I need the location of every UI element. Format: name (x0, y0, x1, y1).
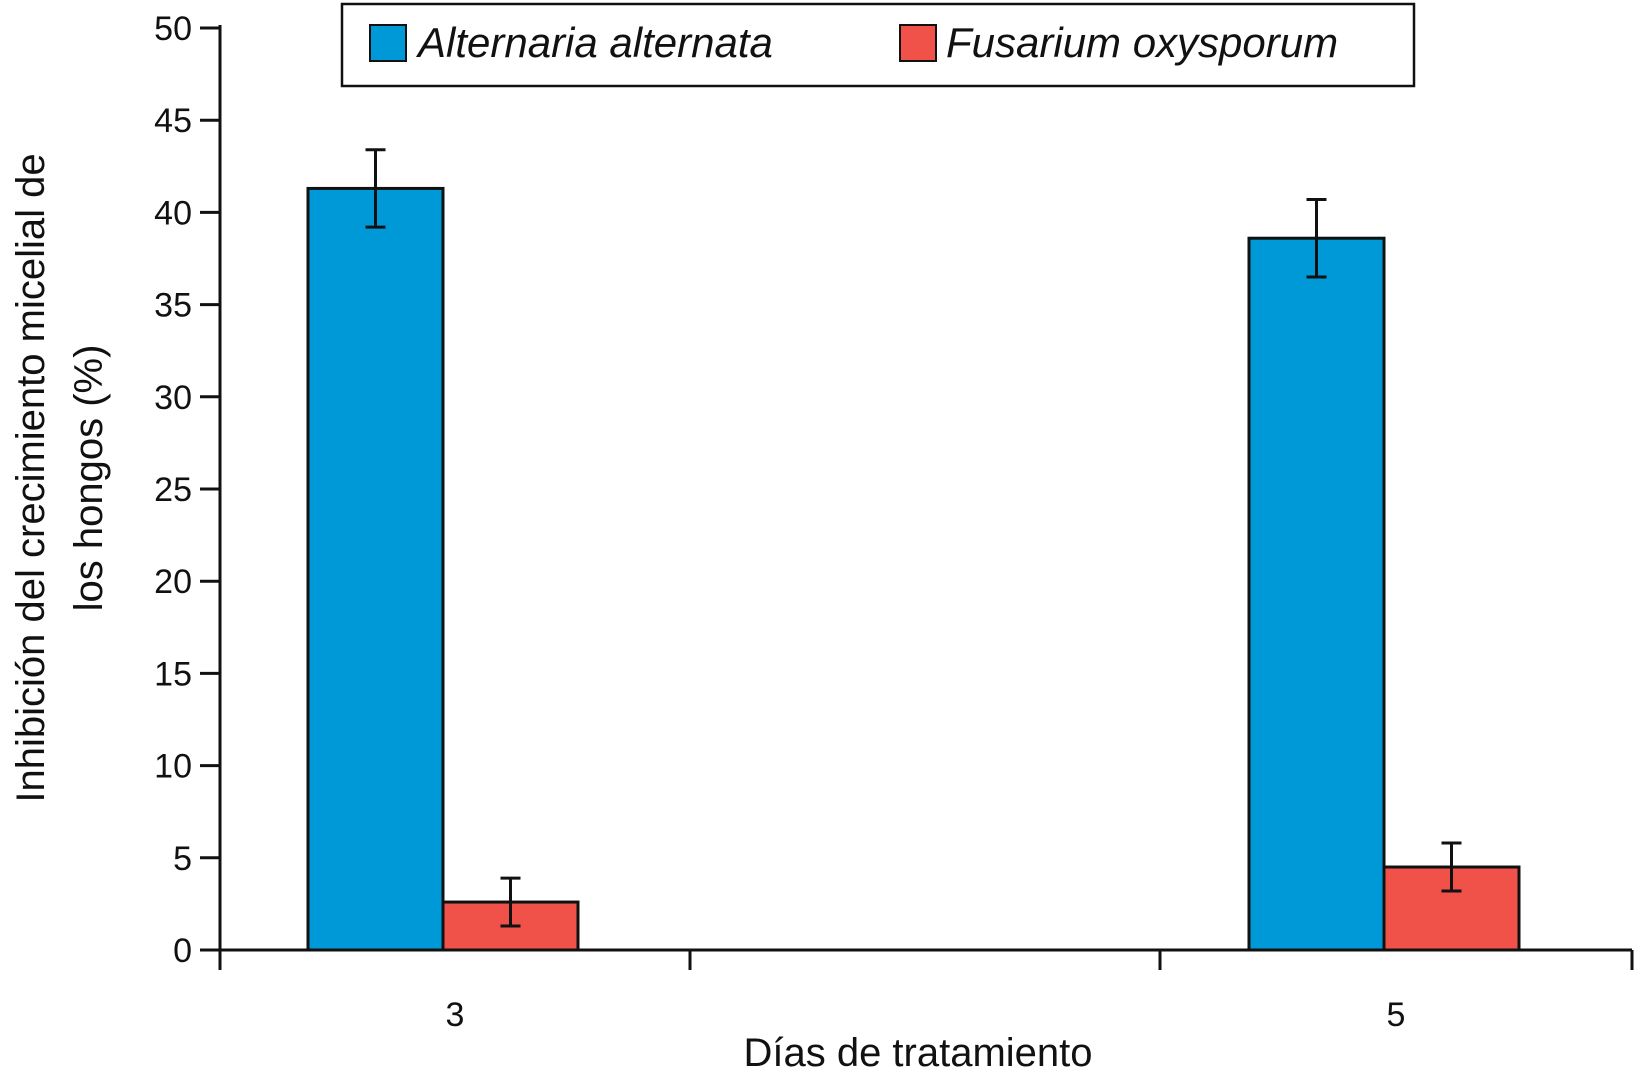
x-axis-title: Días de tratamiento (743, 1031, 1092, 1075)
y-axis-title-line-2: los hongos (%) (67, 345, 111, 612)
bar-alternaria-alternata-day-3 (306, 186, 445, 952)
y-tick-label: 15 (154, 655, 192, 693)
legend-swatch-fusarium (899, 24, 937, 62)
y-axis-title-line-1: Inhibición del crecimiento micelial de (9, 153, 53, 802)
legend-box (340, 2, 1416, 88)
legend-swatch-alternaria (369, 24, 407, 62)
y-tick-label: 20 (154, 563, 192, 601)
bar-alternaria-alternata-day-5 (1247, 236, 1386, 952)
legend-label-fusarium: Fusarium oxysporum (946, 19, 1338, 66)
legend-label-alternaria: Alternaria alternata (415, 19, 773, 66)
y-axis-title: Inhibición del crecimiento micelial de l… (9, 153, 111, 802)
y-tick-label: 30 (154, 379, 192, 417)
y-tick-label: 10 (154, 748, 192, 786)
y-tick-label: 25 (154, 471, 192, 509)
y-tick-label: 0 (173, 932, 192, 970)
error-bar (365, 148, 386, 229)
y-tick-label: 45 (154, 102, 192, 140)
y-tick-label: 40 (154, 194, 192, 232)
bars (306, 186, 1521, 952)
y-tick-label: 5 (173, 840, 192, 878)
y-ticks: 0 5 10 15 20 25 30 35 40 45 50 (154, 10, 220, 970)
bar-fusarium-oxysporum-day-5 (1382, 865, 1521, 952)
error-bar (1306, 197, 1327, 279)
legend: Alternaria alternata Fusarium oxysporum (340, 2, 1416, 88)
y-tick-label: 50 (154, 10, 192, 48)
error-bar (1441, 841, 1462, 893)
x-tick-label: 5 (1387, 996, 1406, 1034)
x-tick-label: 3 (446, 996, 465, 1034)
y-tick-label: 35 (154, 287, 192, 325)
error-bar (500, 876, 521, 928)
error-bars (365, 148, 1462, 928)
